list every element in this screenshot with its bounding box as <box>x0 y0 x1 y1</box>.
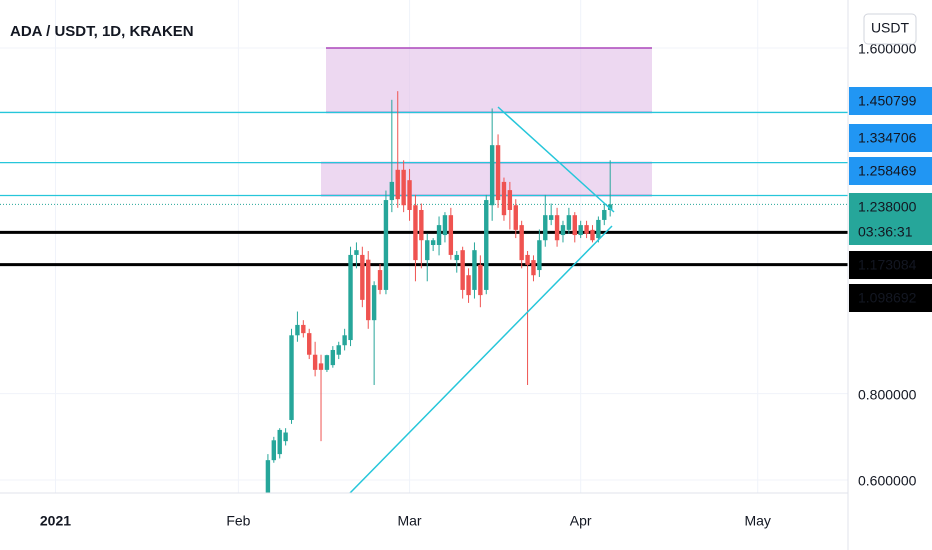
price-label: 1.098692 <box>858 290 917 306</box>
candle-body <box>354 250 359 255</box>
candle-body <box>478 264 483 296</box>
candle-body <box>413 205 418 261</box>
x-tick-label: May <box>744 513 770 529</box>
y-tick-label: 1.600000 <box>858 41 917 57</box>
candle-body <box>289 335 294 420</box>
candle-body <box>525 254 530 265</box>
x-tick-label: Feb <box>226 513 250 529</box>
candle-body <box>430 240 436 245</box>
candle-body <box>307 333 312 355</box>
candle-body <box>348 254 353 341</box>
price-label-bg <box>849 193 932 245</box>
candle-body <box>318 363 324 370</box>
candle-body <box>395 169 400 200</box>
candle-body <box>277 429 282 455</box>
zones <box>321 47 652 197</box>
candle-body <box>383 200 389 290</box>
candle-body <box>371 285 377 321</box>
candle-body <box>271 440 277 461</box>
candle-body <box>377 270 383 290</box>
candle-body <box>283 432 288 442</box>
candle-body <box>495 145 501 201</box>
price-label: 1.450799 <box>858 93 917 109</box>
candle-body <box>436 225 442 245</box>
candle-body <box>566 215 572 230</box>
candle-body <box>295 324 300 336</box>
candle-body <box>554 215 560 241</box>
price-label-bg <box>849 251 932 279</box>
price-label-bg <box>849 124 932 152</box>
price-lines <box>0 111 848 267</box>
currency-button[interactable] <box>863 13 917 45</box>
x-tick-label: Mar <box>397 513 421 529</box>
candle-body <box>366 259 371 321</box>
candle-body <box>454 254 459 261</box>
candle-body <box>578 225 583 236</box>
candle-body <box>407 180 412 210</box>
y-tick-label: 0.600000 <box>858 473 917 489</box>
candle-body <box>442 215 448 236</box>
candle-body <box>548 215 554 220</box>
candle-body <box>324 355 330 370</box>
countdown: 03:36:31 <box>858 224 913 240</box>
zone <box>326 47 652 113</box>
candle-body <box>543 215 548 241</box>
candle-body <box>401 169 406 206</box>
candle-body <box>342 335 347 346</box>
price-label-bg <box>849 157 932 185</box>
candle-body <box>419 209 424 241</box>
candle-body <box>265 460 271 493</box>
candle-body <box>507 190 513 210</box>
trend-line <box>349 225 613 493</box>
trend-lines <box>349 106 615 493</box>
candle-body <box>336 345 341 355</box>
candle-body <box>596 219 601 239</box>
candle-body <box>560 225 566 236</box>
price-label: 1.238000 <box>858 199 917 215</box>
price-label: 1.173084 <box>858 257 917 273</box>
chart-title: ADA / USDT, 1D, KRAKEN <box>10 23 194 40</box>
candle-body <box>484 200 489 290</box>
candle-body <box>489 145 495 206</box>
x-tick-label: Apr <box>570 513 592 529</box>
candle-body <box>501 181 507 216</box>
candle-body <box>425 240 430 261</box>
candle-body <box>389 181 395 201</box>
price-label-bg <box>849 87 932 115</box>
price-label: 1.334706 <box>858 130 917 146</box>
trend-line <box>497 106 615 213</box>
y-tick-label: 0.800000 <box>858 386 917 402</box>
zone <box>321 162 652 196</box>
candle-body <box>584 225 589 234</box>
candles <box>265 91 613 493</box>
candle-body <box>472 250 477 290</box>
candle-body <box>590 229 595 241</box>
candle-body <box>513 205 518 230</box>
candle-body <box>531 260 536 276</box>
candle-body <box>602 209 607 220</box>
price-label: 1.258469 <box>858 163 917 179</box>
x-tick-label: 2021 <box>40 513 71 529</box>
currency-button-label[interactable]: USDT <box>871 20 910 36</box>
candle-body <box>330 349 336 366</box>
candle-body <box>519 225 524 261</box>
candle-body <box>572 215 577 236</box>
price-label-bg <box>849 284 932 312</box>
price-axis: 0.600000 0.800000 1.600000 1.450799 1.334706… <box>849 41 932 489</box>
candle-body <box>312 354 318 370</box>
candle-body <box>301 324 306 334</box>
candle-body <box>360 254 365 300</box>
candle-body <box>466 275 471 296</box>
candle-body <box>537 240 542 271</box>
candle-body <box>448 215 454 255</box>
candle-body <box>607 204 613 210</box>
candle-body <box>460 250 465 290</box>
